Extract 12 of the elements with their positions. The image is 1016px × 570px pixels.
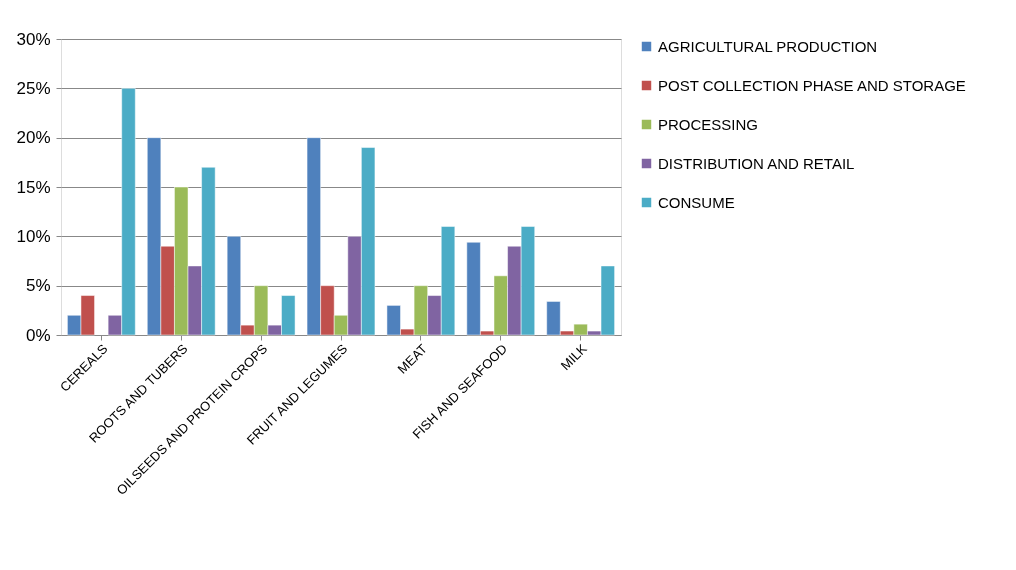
legend-label: CONSUME: [658, 193, 735, 211]
legend-label: AGRICULTURAL PRODUCTION: [658, 37, 878, 55]
y-tick-label: 10%: [16, 226, 51, 246]
y-tick-label: 5%: [25, 276, 51, 296]
legend-label: DISTRIBUTION AND RETAIL: [658, 154, 855, 172]
legend-label: POST COLLECTION PHASE AND STORAGE: [658, 76, 966, 94]
y-tick-label: 15%: [16, 177, 51, 197]
y-tick-label: 30%: [16, 29, 51, 49]
y-tick-label: 25%: [16, 78, 51, 98]
y-tick-label: 0%: [25, 325, 51, 345]
y-tick-label: 20%: [16, 128, 51, 148]
legend-label: PROCESSING: [658, 115, 759, 133]
